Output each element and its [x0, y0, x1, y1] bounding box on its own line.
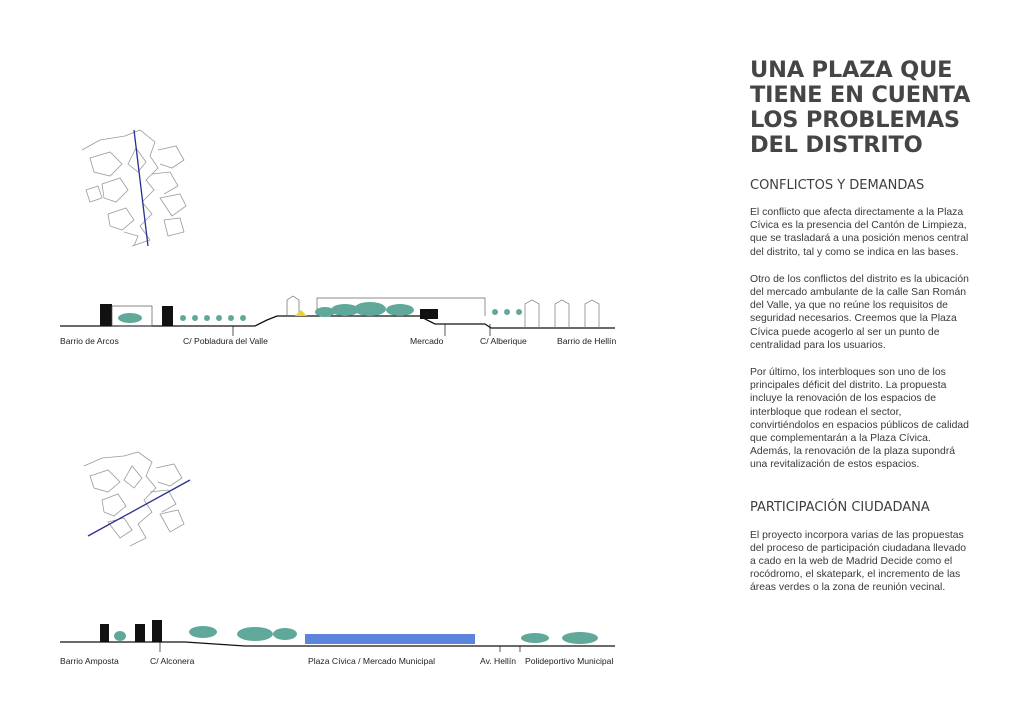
- cut-line: [87, 479, 191, 537]
- houses: [524, 299, 600, 328]
- tree-mass: [118, 302, 414, 323]
- participation-heading: PARTICIPACIÓN CIUDADANA: [750, 499, 930, 515]
- conflicts-paragraph: Por último, los interbloques son uno de …: [750, 367, 969, 471]
- building: [135, 624, 145, 642]
- key-plan-1: [81, 129, 187, 247]
- tree-row: [180, 309, 522, 321]
- section-label: Barrio de Arcos: [60, 336, 119, 346]
- title-line: UNA PLAZA QUE: [750, 57, 953, 83]
- market-highlight: [305, 634, 475, 644]
- key-plan-2: [83, 451, 191, 547]
- mercado-block: [420, 309, 438, 319]
- participation-paragraph: El proyecto incorpora varias de las prop…: [750, 529, 967, 594]
- building-outline: [286, 295, 300, 316]
- title-line: TIENE EN CUENTA: [750, 82, 971, 108]
- section-label: Mercado: [410, 336, 444, 346]
- ground-line: [60, 641, 615, 647]
- building: [100, 624, 109, 642]
- building: [100, 304, 112, 326]
- section-label: C/ Pobladura del Valle: [183, 336, 268, 346]
- section-label: C/ Alconera: [150, 656, 195, 666]
- page-title: UNA PLAZA QUE TIENE EN CUENTA LOS PROBLE…: [750, 58, 972, 158]
- title-line: LOS PROBLEMAS: [750, 107, 960, 133]
- tree-mass: [114, 626, 598, 644]
- section-label: Barrio Amposta: [60, 656, 119, 666]
- conflicts-heading: CONFLICTOS Y DEMANDAS: [750, 178, 925, 193]
- title-line: DEL DISTRITO: [750, 132, 923, 158]
- section-label: C/ Alberique: [480, 336, 527, 346]
- text-column: UNA PLAZA QUE TIENE EN CUENTA LOS PROBLE…: [750, 58, 972, 595]
- section-label: Av. Hellín: [480, 656, 516, 666]
- section-label: Barrio de Hellín: [557, 336, 616, 346]
- conflicts-paragraph: Otro de los conflictos del distrito es l…: [750, 273, 969, 351]
- building-outline: [111, 305, 153, 327]
- section-1: Barrio de Arcos C/ Pobladura del Valle M…: [60, 295, 616, 346]
- building: [152, 620, 162, 642]
- section-label: Polideportivo Municipal: [525, 656, 613, 666]
- marker: [295, 310, 307, 316]
- building: [162, 306, 173, 326]
- cut-line: [133, 129, 149, 247]
- market-roof: [316, 297, 486, 316]
- section-2: Barrio Amposta C/ Alconera Plaza Cívica …: [60, 620, 615, 666]
- section-label: Plaza Cívica / Mercado Municipal: [308, 656, 435, 666]
- conflicts-paragraph: El conflicto que afecta directamente a l…: [750, 207, 969, 258]
